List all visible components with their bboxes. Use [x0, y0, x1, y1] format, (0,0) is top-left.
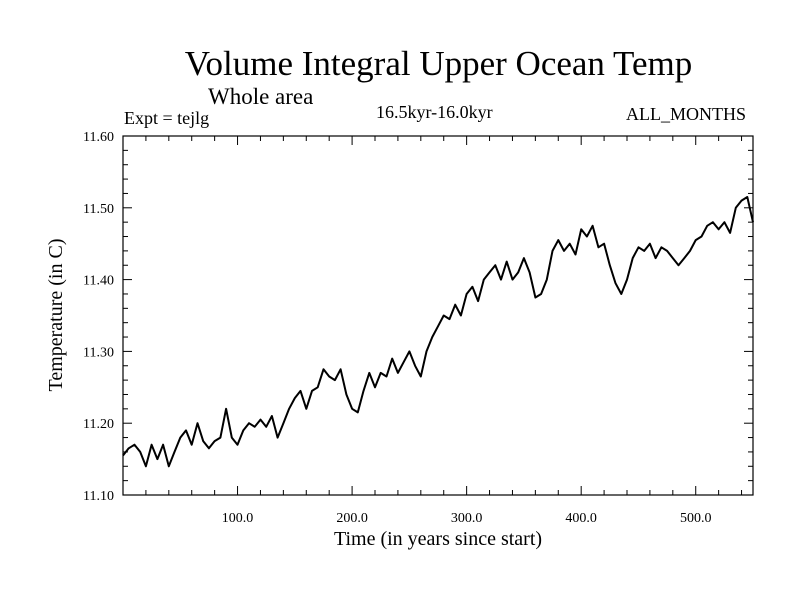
y-tick-label: 11.20 — [83, 417, 114, 432]
period-label: 16.5kyr-16.0kyr — [376, 102, 493, 122]
tick-labels: 100.0 200.0 300.0 400.0 500.0 11.10 11.20 11.30… — [83, 130, 711, 526]
y-tick-label: 11.60 — [83, 130, 114, 145]
axis-ticks — [123, 135, 753, 496]
series-line — [122, 196, 754, 468]
plot-frame — [122, 135, 754, 496]
y-tick-label: 11.50 — [83, 202, 114, 217]
x-tick-label: 300.0 — [451, 511, 483, 526]
experiment-label: Expt = tejlg — [124, 108, 210, 128]
y-tick-label: 11.30 — [83, 345, 114, 360]
chart-subtitle: Whole area — [208, 84, 314, 109]
x-tick-label: 400.0 — [565, 511, 597, 526]
months-label: ALL_MONTHS — [626, 104, 746, 124]
y-axis-label: Temperature (in C) — [45, 239, 67, 392]
chart-title: Volume Integral Upper Ocean Temp — [184, 44, 693, 83]
x-tick-label: 500.0 — [680, 511, 712, 526]
x-axis-label: Time (in years since start) — [334, 528, 542, 550]
y-tick-label: 11.10 — [83, 489, 114, 504]
x-tick-label: 200.0 — [336, 511, 368, 526]
x-tick-label: 100.0 — [222, 511, 254, 526]
y-tick-label: 11.40 — [83, 274, 114, 289]
